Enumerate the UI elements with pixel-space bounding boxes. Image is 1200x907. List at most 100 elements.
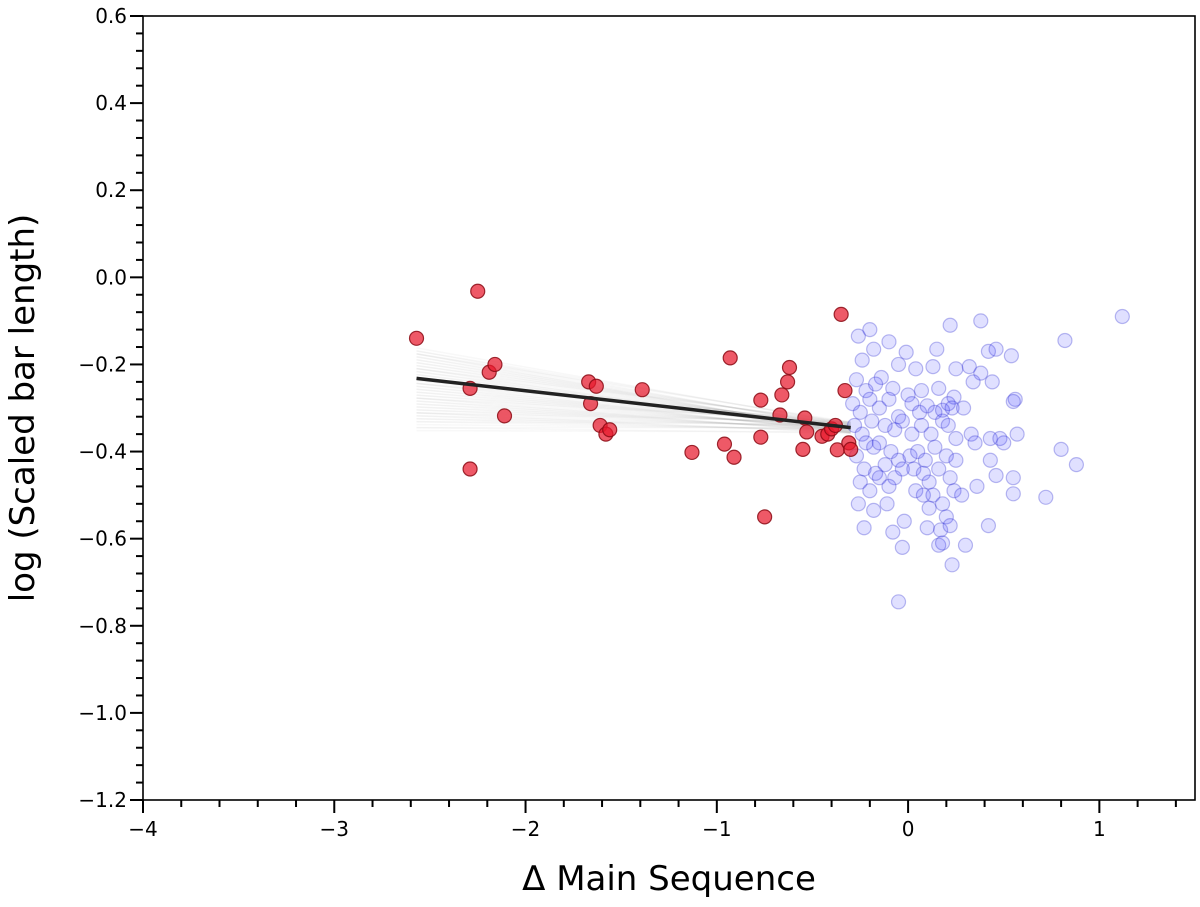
blue-data-point [902,448,918,464]
red-data-point [795,441,811,457]
red-data-point [634,382,650,398]
blue-data-point [904,426,920,442]
blue-data-point [921,474,937,490]
blue-data-point [879,496,895,512]
posterior-line [416,385,851,433]
blue-data-point [1009,426,1025,442]
blue-data-point [881,478,897,494]
x-axis-label: Δ Main Sequence [522,859,816,899]
blue-data-point [856,520,872,536]
posterior-line [416,420,851,426]
blue-data-point [954,487,970,503]
red-data-point [726,449,742,465]
x-axis-ticks: −4 −3 −2 −1 0 1 [128,800,1177,841]
blue-data-point [940,396,956,412]
blue-data-point [904,396,920,412]
posterior-line [416,391,851,431]
blue-data-point [862,391,878,407]
blue-data-point [942,317,958,333]
blue-data-point [946,389,962,405]
red-data-point [470,283,486,299]
red-data-point [716,436,733,452]
blue-data-point [850,496,866,512]
y-tick-label: −0.4 [78,440,127,464]
blue-data-point [967,435,983,451]
blue-data-point [871,400,888,416]
blue-data-point [867,465,884,481]
blue-data-point [873,369,889,386]
posterior-line [416,409,851,430]
plot-frame [142,15,1196,801]
blue-data-point [921,500,937,516]
blue-data-point [961,359,977,375]
blue-data-point [988,467,1004,484]
blue-data-point [1005,470,1021,486]
blue-data-point [848,372,865,388]
y-axis-label: log (Scaled bar length) [3,214,43,603]
blue-data-point [923,426,939,442]
red-data-point [781,359,798,376]
blue-data-point [856,461,872,477]
blue-data-point [885,524,901,540]
blue-data-point [910,443,926,460]
blue-data-point [927,439,943,455]
blue-data-point [871,470,888,486]
blue-data-point [887,422,903,438]
blue-data-point [919,398,935,414]
blue-data-point [982,452,998,468]
posterior-line [416,400,851,433]
blue-data-point [862,483,878,499]
red-data-point [753,429,769,445]
fit-line [416,376,851,430]
blue-data-point [877,417,893,434]
red-data-point [496,408,513,424]
blue-data-point [963,426,979,442]
blue-data-point [867,376,884,392]
blue-data-point [965,374,981,390]
red-data-point [774,387,790,403]
blue-data-point [1038,489,1054,505]
blue-data-point [917,452,933,468]
blue-data-point [887,470,903,486]
blue-data-point [852,404,868,420]
blue-data-point [894,539,910,555]
red-data-point [779,374,796,390]
blue-data-point [969,478,985,494]
red-data-point [753,392,769,408]
red-data-point [843,441,859,457]
blue-data-point [942,517,958,534]
blue-data-point [942,470,958,486]
blue-data-point [877,457,893,473]
blue-data-point [1003,348,1019,364]
blue-data-point [894,461,910,477]
blue-data-point [866,439,882,455]
posterior-line [416,394,851,430]
y-tick-label: 0.2 [95,178,127,202]
blue-data-point [934,413,951,429]
posterior-line [416,417,851,427]
posterior-line [416,397,851,429]
blue-data-point [898,344,914,360]
x-tick-label: 0 [902,817,915,841]
y-tick-label: −1.2 [78,788,127,812]
y-tick-label: −1.0 [78,701,127,725]
blue-data-point [866,341,882,357]
posterior-line [416,412,851,429]
blue-data-point [992,430,1008,447]
blue-data-point [988,341,1004,357]
blue-data-point [1005,393,1021,410]
blue-data-point [982,430,998,447]
blue-data-point [1007,391,1023,407]
blue-data-point [925,487,941,503]
blue-data-point [866,502,882,518]
blue-data-point [938,509,954,525]
blue-data-point [1057,332,1073,349]
blue-data-point [1053,441,1069,457]
red-data-point [462,461,478,477]
y-axis-ticks: −1.2 −1.0 −0.8 −0.6 −0.4 −0.2 0.0 0.2 0.4 0.6 [78,4,143,812]
blue-data-point [858,435,874,451]
blue-data-point [913,382,930,399]
blue-data-point [919,520,935,536]
blue-data-point [933,522,949,538]
posterior-line [416,415,851,433]
